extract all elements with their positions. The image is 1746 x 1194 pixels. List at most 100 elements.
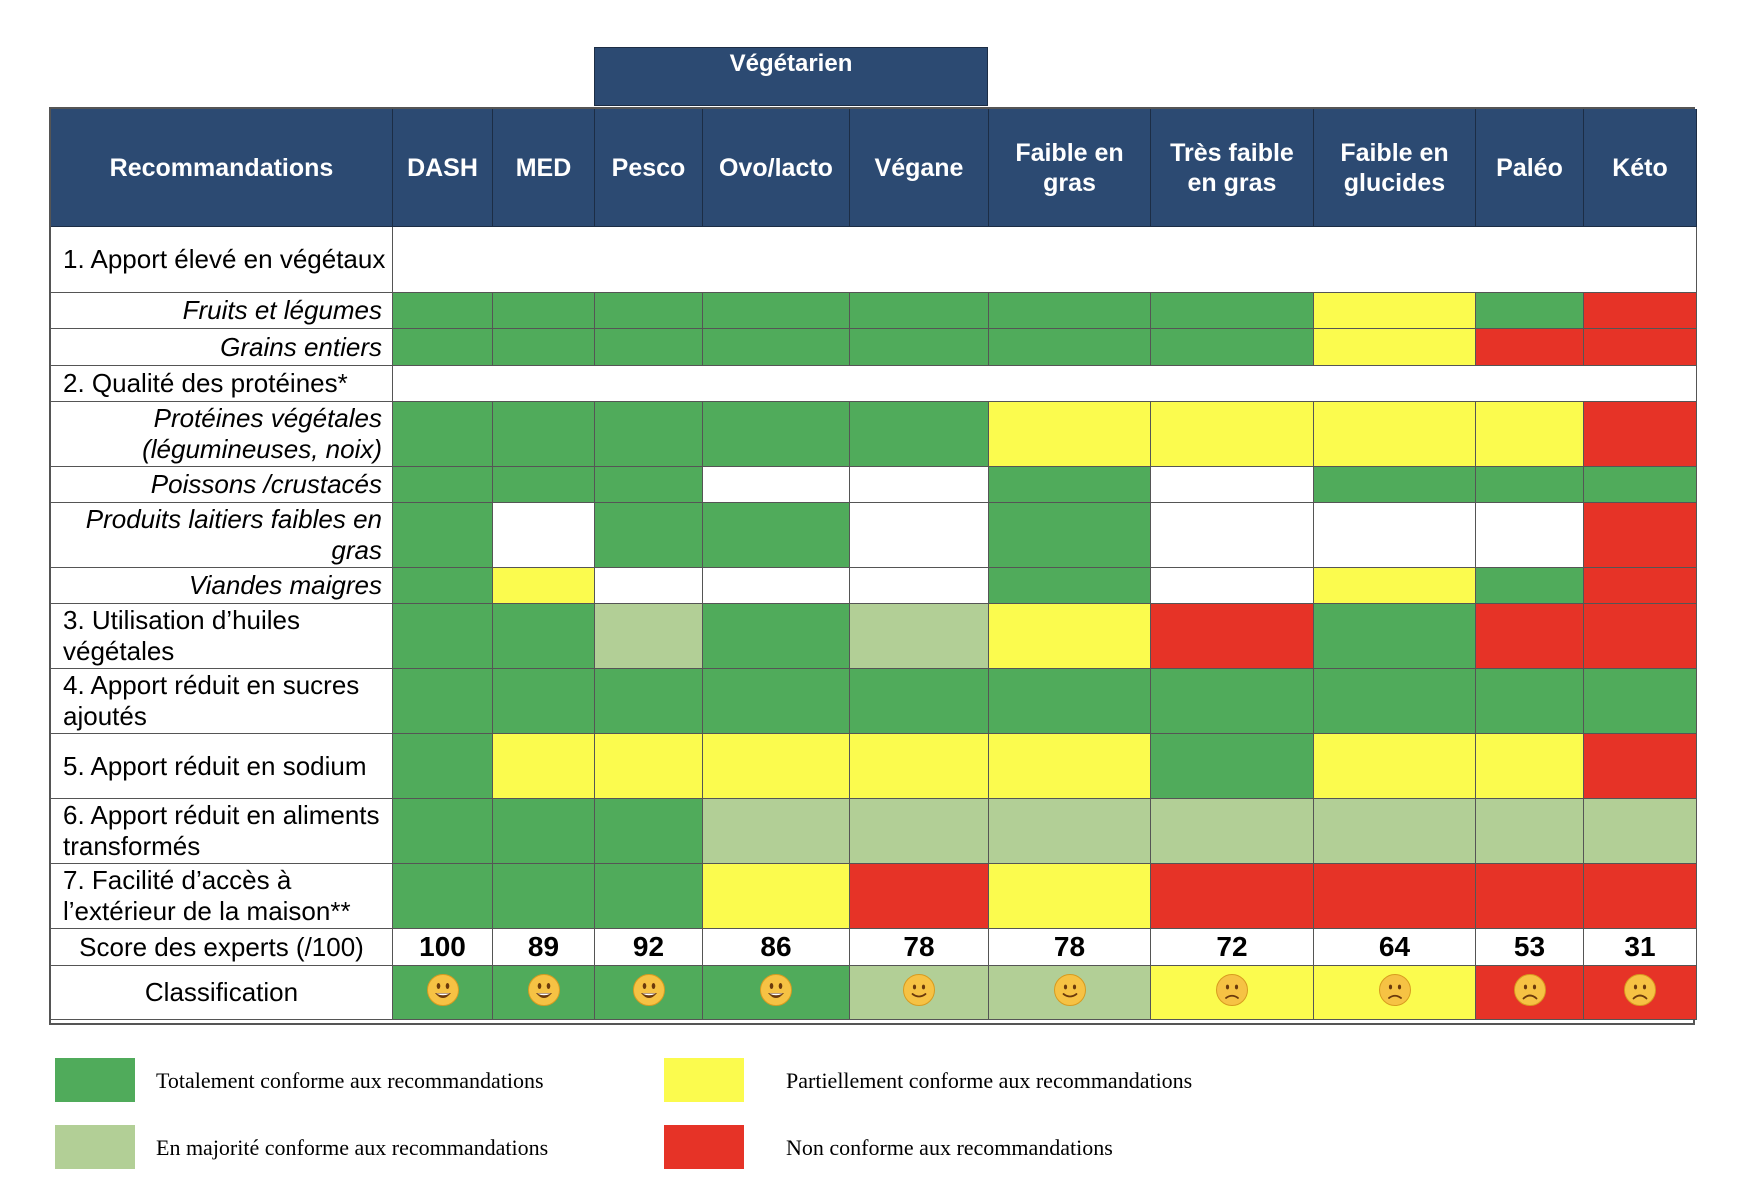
classification-cell xyxy=(989,966,1151,1020)
column-header-diet: Ovo/lacto xyxy=(703,109,850,227)
grinning-face-icon xyxy=(527,973,561,1012)
compliance-cell xyxy=(703,329,850,366)
compliance-cell xyxy=(1584,669,1697,734)
compliance-cell xyxy=(1584,293,1697,329)
compliance-cell xyxy=(1584,864,1697,929)
score-value: 89 xyxy=(493,929,595,966)
compliance-cell xyxy=(703,604,850,669)
compliance-cell xyxy=(595,329,703,366)
classification-cell xyxy=(1151,966,1314,1020)
slightly-frowning-face-icon xyxy=(1378,973,1412,1012)
compliance-cell xyxy=(1584,568,1697,604)
classification-cell xyxy=(393,966,493,1020)
classification-cell xyxy=(595,966,703,1020)
classification-cell xyxy=(1314,966,1476,1020)
compliance-cell xyxy=(1151,669,1314,734)
compliance-cell xyxy=(703,402,850,467)
criterion-label: 1. Apport élevé en végétaux xyxy=(51,227,393,293)
compliance-cell xyxy=(493,329,595,366)
compliance-cell xyxy=(850,402,989,467)
compliance-cell xyxy=(1151,293,1314,329)
column-header-diet: Végane xyxy=(850,109,989,227)
criterion-label: Poissons /crustacés xyxy=(51,467,393,503)
compliance-cell xyxy=(595,503,703,568)
score-value: 92 xyxy=(595,929,703,966)
compliance-cell xyxy=(493,734,595,799)
compliance-cell xyxy=(393,329,493,366)
criterion-label: Protéines végétales (légumineuses, noix) xyxy=(51,402,393,467)
criterion-label: 4. Apport réduit en sucres ajoutés xyxy=(51,669,393,734)
classification-cell xyxy=(493,966,595,1020)
compliance-cell xyxy=(1314,734,1476,799)
compliance-cell xyxy=(493,864,595,929)
compliance-cell xyxy=(1314,864,1476,929)
criterion-label: 7. Facilité d’accès à l’extérieur de la … xyxy=(51,864,393,929)
compliance-cell xyxy=(1314,604,1476,669)
compliance-cell xyxy=(850,293,989,329)
compliance-cell xyxy=(1476,799,1584,864)
compliance-cell xyxy=(1151,604,1314,669)
compliance-cell xyxy=(493,503,595,568)
legend-swatch xyxy=(664,1058,744,1102)
compliance-cell xyxy=(989,503,1151,568)
compliance-cell xyxy=(393,467,493,503)
column-header-diet: Pesco xyxy=(595,109,703,227)
column-header-diet: Faible en glucides xyxy=(1314,109,1476,227)
legend-label: Totalement conforme aux recommandations xyxy=(156,1068,544,1093)
compliance-cell xyxy=(703,293,850,329)
compliance-cell xyxy=(1151,402,1314,467)
compliance-cell xyxy=(850,864,989,929)
compliance-cell xyxy=(989,734,1151,799)
compliance-cell xyxy=(989,329,1151,366)
score-value: 53 xyxy=(1476,929,1584,966)
compliance-cell xyxy=(1584,604,1697,669)
column-header-diet: MED xyxy=(493,109,595,227)
compliance-cell xyxy=(703,669,850,734)
compliance-cell xyxy=(703,568,850,604)
compliance-cell xyxy=(703,799,850,864)
compliance-cell xyxy=(1476,329,1584,366)
compliance-cell xyxy=(850,329,989,366)
slightly-frowning-face-icon xyxy=(1215,973,1249,1012)
compliance-cell xyxy=(1584,402,1697,467)
column-header-diet: Faible en gras xyxy=(989,109,1151,227)
compliance-cell xyxy=(595,467,703,503)
classification-cell xyxy=(1476,966,1584,1020)
compliance-cell xyxy=(850,669,989,734)
compliance-cell xyxy=(703,864,850,929)
compliance-cell xyxy=(1584,503,1697,568)
column-header-recommandations: Recommandations xyxy=(51,109,393,227)
compliance-cell xyxy=(989,604,1151,669)
compliance-cell xyxy=(850,604,989,669)
compliance-cell xyxy=(493,669,595,734)
compliance-cell xyxy=(1584,734,1697,799)
compliance-cell xyxy=(1151,568,1314,604)
score-value: 78 xyxy=(989,929,1151,966)
criterion-label: 6. Apport réduit en aliments transformés xyxy=(51,799,393,864)
compliance-cell xyxy=(703,734,850,799)
compliance-cell xyxy=(1476,669,1584,734)
criterion-label: 2. Qualité des protéines* xyxy=(51,366,393,402)
compliance-cell xyxy=(1151,734,1314,799)
compliance-cell xyxy=(989,293,1151,329)
grinning-face-icon xyxy=(759,973,793,1012)
compliance-cell xyxy=(393,402,493,467)
compliance-cell xyxy=(1314,467,1476,503)
classification-cell xyxy=(703,966,850,1020)
compliance-cell xyxy=(1584,799,1697,864)
compliance-cell xyxy=(989,864,1151,929)
compliance-cell xyxy=(1314,329,1476,366)
compliance-cell xyxy=(703,503,850,568)
compliance-cell xyxy=(1476,568,1584,604)
criterion-label: Viandes maigres xyxy=(51,568,393,604)
compliance-cell xyxy=(1476,467,1584,503)
score-value: 100 xyxy=(393,929,493,966)
legend-label: En majorité conforme aux recommandations xyxy=(156,1135,549,1160)
criterion-label: Grains entiers xyxy=(51,329,393,366)
compliance-cell xyxy=(1314,669,1476,734)
compliance-cell xyxy=(1476,734,1584,799)
criterion-label: Produits laitiers faibles en gras xyxy=(51,503,393,568)
compliance-cell xyxy=(595,734,703,799)
compliance-cell xyxy=(595,864,703,929)
compliance-cell xyxy=(1151,329,1314,366)
